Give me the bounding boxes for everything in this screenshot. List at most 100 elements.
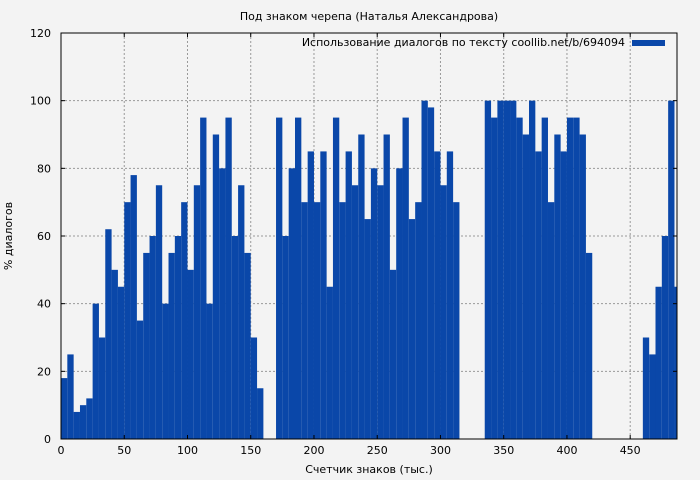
data-bar — [143, 252, 150, 439]
data-bar — [174, 236, 182, 439]
data-bar — [136, 320, 144, 439]
x-tick-label: 300 — [430, 444, 451, 457]
data-bar — [415, 202, 422, 439]
data-bar — [668, 100, 675, 440]
x-tick-label: 400 — [556, 444, 577, 457]
x-tick-label: 50 — [117, 444, 131, 457]
data-bar — [642, 337, 650, 439]
data-bar — [231, 236, 239, 439]
y-tick-label: 0 — [44, 433, 51, 446]
data-bar — [111, 269, 118, 439]
data-bar — [257, 388, 264, 439]
data-bar — [516, 117, 523, 439]
data-bar — [370, 168, 378, 440]
data-bar — [491, 117, 498, 439]
data-bar — [566, 117, 574, 439]
data-bar — [674, 286, 677, 439]
data-bar — [155, 185, 163, 439]
data-bar — [529, 100, 536, 440]
y-tick-label: 80 — [37, 162, 51, 175]
data-bar — [579, 134, 586, 439]
y-tick-label: 20 — [37, 365, 51, 378]
data-bar — [377, 185, 384, 439]
data-bar — [276, 117, 283, 439]
y-tick-label: 60 — [37, 230, 51, 243]
data-bar — [187, 269, 194, 439]
data-bar — [434, 151, 441, 439]
data-bar — [225, 117, 232, 439]
data-bar — [79, 405, 87, 439]
data-bar — [124, 202, 131, 439]
data-bar — [332, 117, 340, 439]
data-bar — [383, 134, 390, 439]
data-bar — [130, 175, 137, 439]
data-bar — [219, 168, 226, 440]
x-tick-label: 250 — [367, 444, 388, 457]
data-bar — [655, 286, 662, 439]
data-bar — [61, 378, 68, 439]
data-bar — [73, 411, 80, 439]
data-bar — [396, 168, 403, 440]
legend: Использование диалогов по тексту coollib… — [302, 36, 665, 49]
legend-swatch — [632, 40, 665, 46]
x-tick-label: 150 — [240, 444, 261, 457]
data-bar — [649, 354, 656, 439]
data-bar — [181, 202, 188, 439]
data-bar — [554, 134, 561, 439]
data-bar — [661, 236, 669, 439]
x-axis-label: Счетчик знаков (тыс.) — [305, 463, 433, 476]
y-tick-label: 120 — [30, 27, 51, 40]
data-bar — [193, 185, 201, 439]
data-bar — [389, 269, 397, 439]
data-bar — [345, 151, 352, 439]
data-bar — [326, 286, 333, 439]
chart-title: Под знаком черепа (Наталья Александрова) — [240, 10, 498, 23]
data-bar — [364, 219, 371, 439]
data-bar — [510, 100, 517, 440]
data-bar — [560, 151, 567, 439]
data-bar — [541, 117, 548, 439]
bars — [61, 100, 677, 440]
legend-label: Использование диалогов по тексту coollib… — [302, 36, 625, 49]
data-bar — [446, 151, 454, 439]
data-bar — [547, 202, 555, 439]
data-bar — [117, 286, 125, 439]
data-bar — [295, 117, 302, 439]
data-bar — [427, 107, 435, 439]
data-bar — [301, 202, 308, 439]
data-bar — [244, 252, 251, 439]
data-bar — [282, 236, 289, 439]
data-bar — [168, 252, 175, 439]
data-bar — [92, 303, 99, 439]
data-bar — [351, 185, 359, 439]
y-tick-label: 40 — [37, 298, 51, 311]
data-bar — [573, 117, 580, 439]
x-tick-label: 0 — [58, 444, 65, 457]
data-bar — [250, 337, 258, 439]
data-bar — [484, 100, 492, 440]
data-bar — [358, 134, 365, 439]
y-axis-label: % диалогов — [2, 202, 15, 270]
data-bar — [535, 151, 542, 439]
data-bar — [522, 134, 530, 439]
data-bar — [149, 236, 156, 439]
data-bar — [288, 168, 296, 440]
data-bar — [585, 252, 593, 439]
x-tick-label: 350 — [493, 444, 514, 457]
y-tick-label: 100 — [30, 95, 51, 108]
x-tick-label: 200 — [303, 444, 324, 457]
data-bar — [440, 185, 447, 439]
data-bar — [86, 398, 93, 439]
data-bar — [320, 151, 327, 439]
axis-ticks: 0 50 100 150 200 250 300 350 400 450 0 20 40 60 80 100 1… — [30, 27, 677, 457]
data-bar — [453, 202, 460, 439]
data-bar — [212, 134, 220, 439]
data-bar — [200, 117, 207, 439]
x-tick-label: 100 — [177, 444, 198, 457]
data-bar — [307, 151, 314, 439]
data-bar — [402, 117, 409, 439]
data-bar — [313, 202, 321, 439]
data-bar — [503, 100, 511, 440]
data-bar — [238, 185, 245, 439]
